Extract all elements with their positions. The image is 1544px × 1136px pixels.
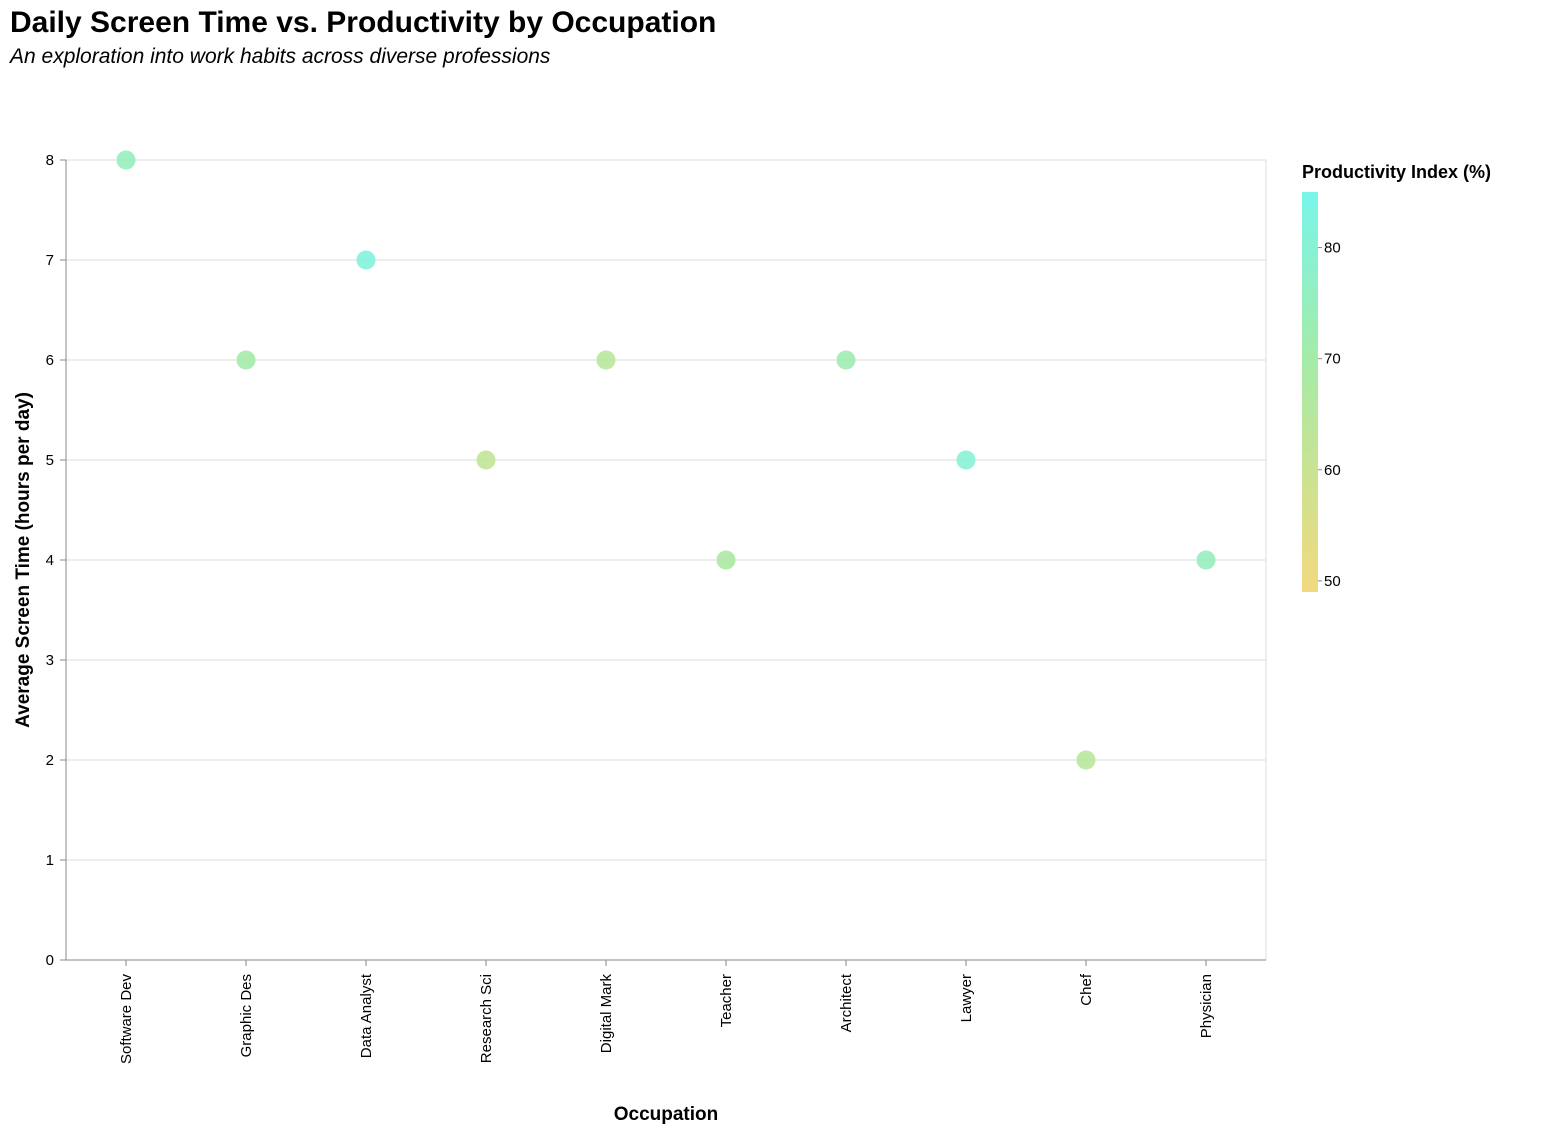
data-point[interactable] — [1196, 550, 1216, 570]
data-point[interactable] — [1076, 750, 1096, 770]
y-tick-label: 4 — [46, 552, 54, 569]
data-point[interactable] — [356, 250, 376, 270]
gridlines — [66, 159, 1266, 861]
data-point[interactable] — [836, 350, 856, 370]
y-tick-label: 6 — [46, 352, 54, 369]
y-tick-label: 0 — [46, 952, 54, 969]
data-point[interactable] — [116, 150, 136, 170]
data-point[interactable] — [956, 450, 976, 470]
legend-tick-label: 50 — [1324, 573, 1341, 590]
legend-tick-label: 70 — [1324, 351, 1341, 368]
x-axis: Software Dev Graphic Des Data Analyst Resea… — [66, 959, 1266, 1065]
legend-ticks: 50 60 70 80 — [1318, 240, 1341, 590]
y-tick-label: 2 — [46, 752, 54, 769]
y-axis-title: Average Screen Time (hours per day) — [13, 392, 34, 728]
x-tick-label: Research Sci — [478, 974, 495, 1063]
legend-tick-label: 80 — [1324, 240, 1341, 257]
x-tick-label: Graphic Des — [238, 974, 255, 1057]
x-tick-label: Chef — [1078, 973, 1095, 1006]
y-tick-label: 7 — [46, 252, 54, 269]
y-tick-label: 3 — [46, 652, 54, 669]
x-tick-label: Digital Mark — [598, 974, 615, 1054]
legend-tick-label: 60 — [1324, 462, 1341, 479]
x-tick-label: Lawyer — [958, 974, 975, 1022]
x-tick-label: Physician — [1198, 974, 1215, 1038]
y-tick-label: 8 — [46, 152, 54, 169]
data-point[interactable] — [236, 350, 256, 370]
legend-gradient-bar — [1302, 192, 1318, 592]
y-axis: 0 1 2 3 4 5 6 7 8 — [46, 152, 67, 969]
chart-subtitle: An exploration into work habits across d… — [10, 45, 551, 68]
y-tick-label: 1 — [46, 852, 54, 869]
x-tick-label: Data Analyst — [358, 973, 375, 1058]
x-tick-label: Teacher — [718, 974, 735, 1027]
data-point[interactable] — [716, 550, 736, 570]
y-tick-label: 5 — [46, 452, 54, 469]
data-point[interactable] — [476, 450, 496, 470]
data-points — [116, 150, 1216, 770]
x-tick-label: Software Dev — [118, 974, 135, 1065]
x-axis-title: Occupation — [614, 1104, 719, 1125]
x-tick-label: Architect — [838, 973, 855, 1032]
chart-title: Daily Screen Time vs. Productivity by Oc… — [10, 6, 717, 39]
data-point[interactable] — [596, 350, 616, 370]
color-legend: Productivity Index (%) 50 60 70 80 — [1302, 162, 1491, 592]
legend-title: Productivity Index (%) — [1302, 162, 1491, 182]
